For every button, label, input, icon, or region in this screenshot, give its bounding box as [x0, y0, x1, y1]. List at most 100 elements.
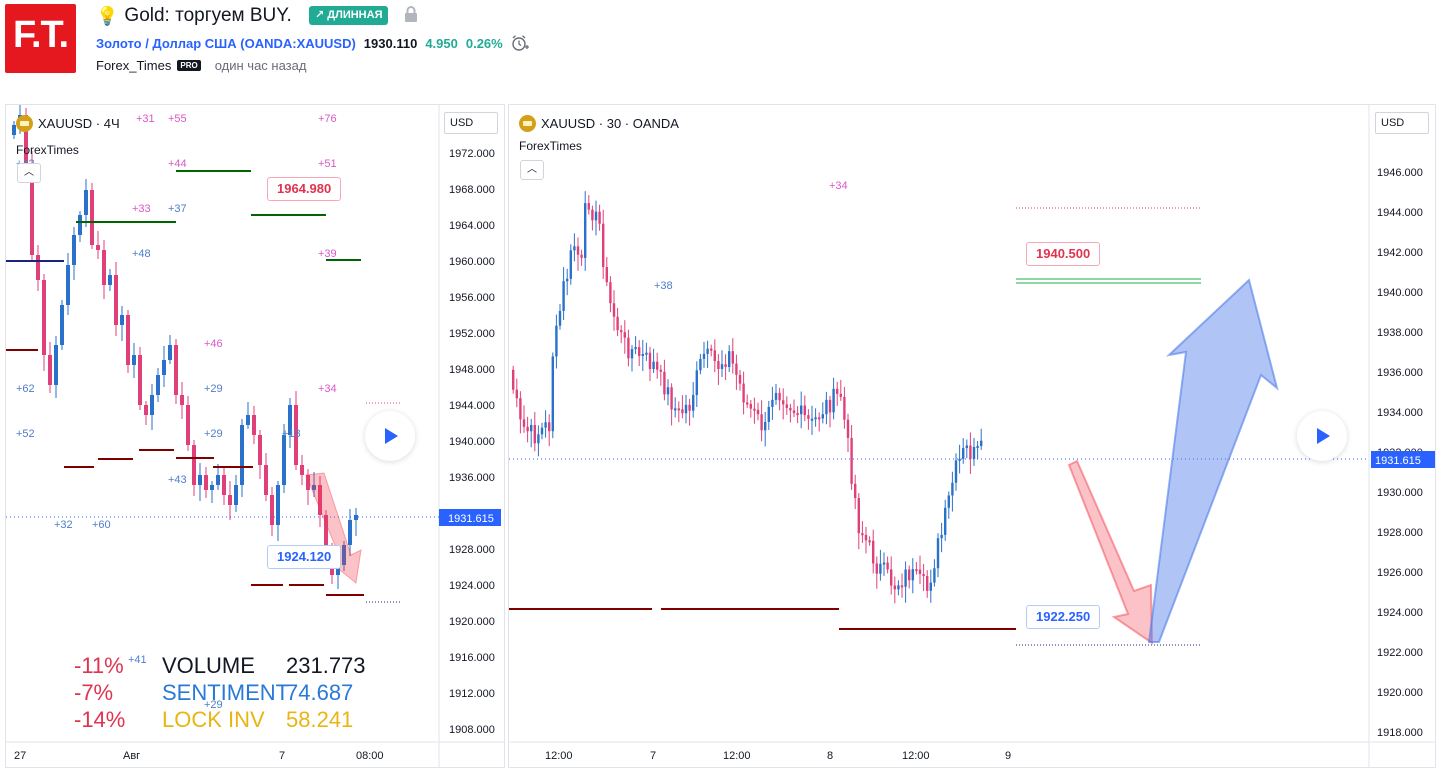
candle-body [933, 568, 936, 583]
left-collapse-button[interactable]: ︿ [17, 163, 41, 183]
volume-label: VOLUME [162, 653, 255, 678]
candle-body [728, 351, 731, 368]
candle-body [240, 425, 244, 485]
symbol-change: 4.950 [425, 35, 458, 51]
sentiment-value: 74.687 [286, 680, 354, 705]
candle-body [580, 254, 583, 258]
symbol-link[interactable]: Золото / Доллар США (OANDA:XAUUSD) [96, 35, 356, 51]
volume-annotation: +52 [16, 428, 35, 440]
symbol-price: 1930.110 [363, 35, 418, 51]
candle-body [623, 332, 626, 338]
y-tick-label: 1924.000 [449, 580, 495, 592]
volume-pct: -11% [74, 653, 124, 678]
candle-body [922, 573, 925, 577]
candle-body [540, 427, 544, 435]
right-chart[interactable]: 1946.000 1944.000 1942.000 1940.000 1938.000… [508, 104, 1436, 768]
candle-body [800, 405, 803, 415]
candle-body [720, 364, 724, 369]
candle-body [84, 190, 88, 215]
y-tick-label: 1918.000 [1377, 727, 1423, 739]
candle-body [821, 414, 824, 419]
candle-body [681, 409, 684, 414]
candle-body [778, 392, 781, 401]
candle-body [882, 562, 886, 565]
right-collapse-button[interactable]: ︿ [520, 160, 544, 180]
x-tick-label: Авг [123, 750, 140, 762]
volume-annotation: +33 [132, 203, 151, 215]
candle-body [656, 361, 659, 370]
left-play-button[interactable] [365, 411, 415, 461]
candle-body [648, 352, 652, 370]
right-currency-select[interactable]: USD [1375, 112, 1429, 134]
candle-body [814, 417, 817, 420]
candle-body [630, 349, 634, 359]
volume-annotation: +31 [136, 113, 155, 125]
candle-body [641, 353, 644, 357]
candle-body [962, 448, 965, 459]
left-currency-select[interactable]: USD [444, 112, 498, 134]
candle-body [252, 415, 256, 435]
stats-row-sentiment: -7% SENTIMENT 74.687 [74, 679, 366, 706]
left-chart-canvas[interactable]: 1972.000 1968.000 1964.000 1960.000 1956.000… [6, 105, 505, 768]
lock-inv-label: LOCK INV [162, 707, 265, 732]
candle-body [699, 358, 702, 371]
candle-body [60, 305, 64, 345]
candle-body [911, 569, 914, 581]
volume-annotation: +34 [318, 383, 337, 395]
candle-body [890, 569, 893, 586]
left-chart[interactable]: 1972.000 1968.000 1964.000 1960.000 1956.000… [5, 104, 505, 768]
candle-body [724, 364, 727, 368]
candle-body [551, 356, 554, 432]
candle-body [692, 395, 695, 411]
candle-body [868, 540, 871, 543]
author-name[interactable]: Forex_Times [96, 58, 172, 73]
candle-body [66, 265, 70, 305]
exchange-link[interactable]: (OANDA:XAUUSD) [240, 35, 356, 51]
right-chart-canvas[interactable]: 1946.000 1944.000 1942.000 1940.000 1938.000… [509, 105, 1436, 768]
candle-body [342, 545, 346, 565]
alarm-clock-icon[interactable] [511, 34, 529, 52]
candle-body [138, 355, 142, 405]
candle-body [258, 435, 262, 465]
candle-body [324, 515, 328, 555]
y-tick-label: 1944.000 [449, 400, 495, 412]
candle-body [818, 417, 821, 420]
candle-body [843, 396, 846, 420]
candle-body [198, 475, 202, 485]
candle-body [584, 203, 587, 258]
current-price-tag [439, 509, 501, 526]
volume-annotation: +43 [168, 474, 187, 486]
candle-body [792, 410, 796, 414]
candle-body [519, 398, 522, 420]
candle-body [573, 246, 576, 251]
candle-body [735, 363, 738, 375]
volume-annotation: +29 [204, 428, 223, 440]
brand-logo[interactable]: F.T. [5, 4, 76, 73]
x-tick-label: 7 [279, 750, 285, 762]
stats-row-volume: -11% VOLUME 231.773 [74, 652, 366, 679]
candle-body [688, 404, 691, 411]
candle-body [976, 445, 979, 448]
candle-body [897, 585, 900, 590]
candle-body [174, 345, 178, 395]
candle-body [566, 278, 569, 282]
candle-body [605, 267, 608, 283]
symbol-line: Золото / Доллар США (OANDA:XAUUSD) 1930.… [96, 34, 529, 52]
candle-body [652, 361, 655, 370]
candle-body [760, 414, 763, 431]
candle-body [965, 445, 968, 449]
candle-body [900, 585, 904, 588]
candle-body [150, 395, 154, 415]
candle-body [144, 405, 148, 415]
candle-body [803, 405, 806, 416]
candle-body [162, 360, 166, 375]
logo-text: F.T. [12, 14, 69, 56]
candle-body [825, 399, 828, 415]
candle-body [54, 345, 58, 385]
candle-body [879, 563, 882, 574]
down-arrow [1067, 459, 1154, 645]
candle-body [186, 405, 190, 445]
candle-body [710, 348, 713, 351]
candle-body [210, 485, 214, 490]
right-play-button[interactable] [1297, 411, 1347, 461]
